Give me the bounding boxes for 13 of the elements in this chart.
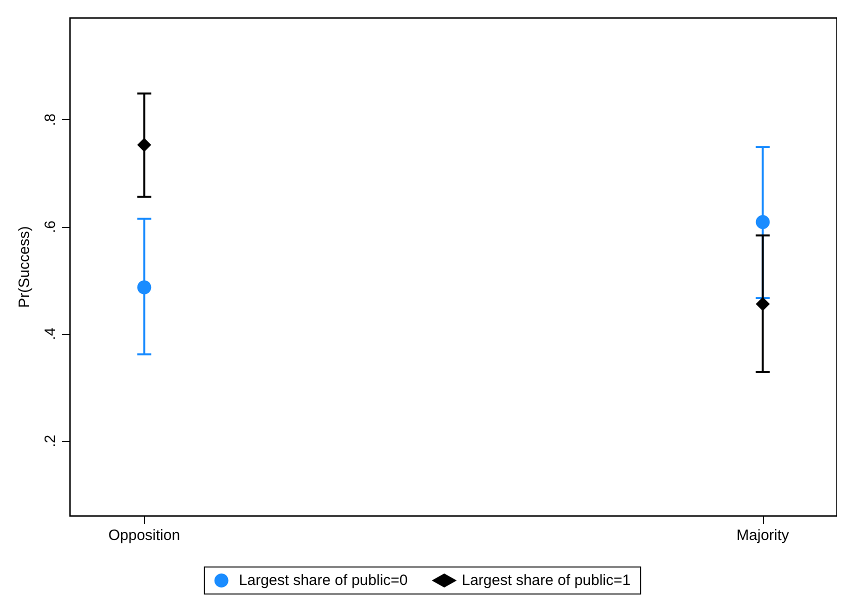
- y-tick-label: .8: [42, 113, 59, 126]
- y-axis-title: Pr(Success): [16, 226, 33, 308]
- point: [137, 280, 152, 294]
- y-tick-label: .4: [42, 328, 59, 340]
- point: [137, 138, 152, 152]
- point: [756, 215, 770, 230]
- legend-label: Largest share of public=0: [238, 572, 408, 589]
- y-tick-label: .6: [42, 220, 59, 234]
- point: [756, 296, 770, 311]
- legend-label: Largest share of public=1: [462, 572, 631, 589]
- y-tick-label: .2: [42, 434, 59, 448]
- x-tick-label: Opposition: [108, 527, 180, 544]
- x-tick-label: Majority: [736, 527, 790, 544]
